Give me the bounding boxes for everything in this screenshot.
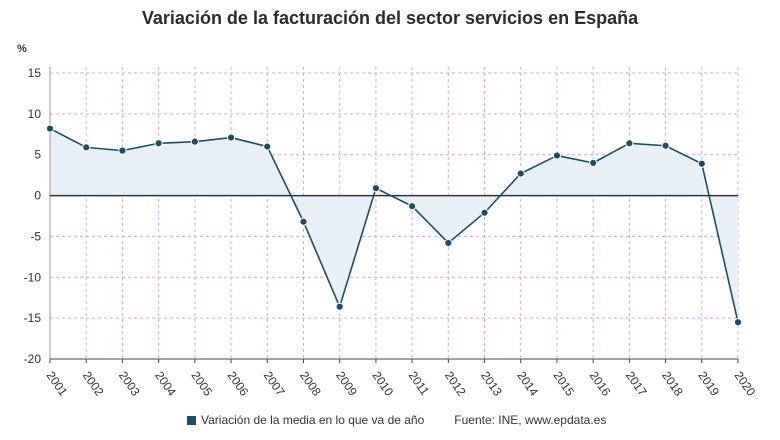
data-point <box>625 139 634 148</box>
data-point <box>516 169 525 178</box>
x-tick-label: 2003 <box>116 369 143 399</box>
x-tick-label: 2020 <box>732 369 759 399</box>
series-line <box>49 127 739 323</box>
y-tick-label: 15 <box>28 66 42 80</box>
data-point <box>589 158 598 167</box>
x-tick-label: 2018 <box>659 369 686 399</box>
y-tick-label: -5 <box>30 229 41 243</box>
data-point <box>552 151 562 160</box>
x-tick-label: 2012 <box>442 369 469 399</box>
x-tick-label: 2009 <box>333 369 360 399</box>
x-tick-label: 2001 <box>44 369 71 399</box>
data-point <box>263 142 272 151</box>
x-tick-label: 2006 <box>225 369 252 399</box>
x-tick-label: 2010 <box>369 369 396 399</box>
x-tick-label: 2016 <box>587 369 614 399</box>
chart-footer: Variación de la media en lo que va de añ… <box>187 413 606 427</box>
x-tick-label: 2015 <box>550 369 577 399</box>
x-tick-label: 2013 <box>478 369 505 399</box>
x-tick-label: 2014 <box>514 369 541 399</box>
x-tick-label: 2017 <box>623 369 650 399</box>
series-area <box>50 128 738 323</box>
chart-title: Variación de la facturación del sector s… <box>141 8 639 28</box>
data-point <box>226 133 236 142</box>
data-point <box>444 238 453 248</box>
data-point <box>371 184 380 193</box>
x-tick-label: 2011 <box>406 369 432 398</box>
y-tick-label: -10 <box>24 270 42 284</box>
data-point <box>480 208 489 217</box>
data-point <box>733 318 743 327</box>
data-point <box>299 217 308 226</box>
data-point <box>45 124 55 133</box>
data-point <box>335 302 344 311</box>
data-point <box>408 202 417 211</box>
data-point <box>661 141 670 150</box>
x-tick-label: 2019 <box>695 369 722 399</box>
legend-swatch <box>187 415 196 425</box>
source-note: Fuente: INE, www.epdata.es <box>454 413 607 427</box>
data-point <box>190 137 199 146</box>
x-tick-label: 2008 <box>297 369 324 399</box>
y-tick-label: -20 <box>24 352 42 366</box>
x-tick-label: 2005 <box>188 369 215 399</box>
data-point <box>82 143 91 152</box>
y-tick-label: 5 <box>34 148 41 162</box>
legend-label: Variación de la media en lo que va de añ… <box>201 413 425 427</box>
y-tick-label: 0 <box>34 189 41 203</box>
y-tick-label: -15 <box>24 311 42 325</box>
x-tick-label: 2002 <box>80 369 107 399</box>
data-point <box>154 139 163 148</box>
x-tick-label: 2004 <box>152 369 179 399</box>
x-tick-label: 2007 <box>261 369 288 399</box>
y-tick-label: 10 <box>28 107 42 121</box>
data-point <box>118 146 127 155</box>
y-axis-unit: % <box>17 43 27 55</box>
data-point <box>697 159 706 168</box>
